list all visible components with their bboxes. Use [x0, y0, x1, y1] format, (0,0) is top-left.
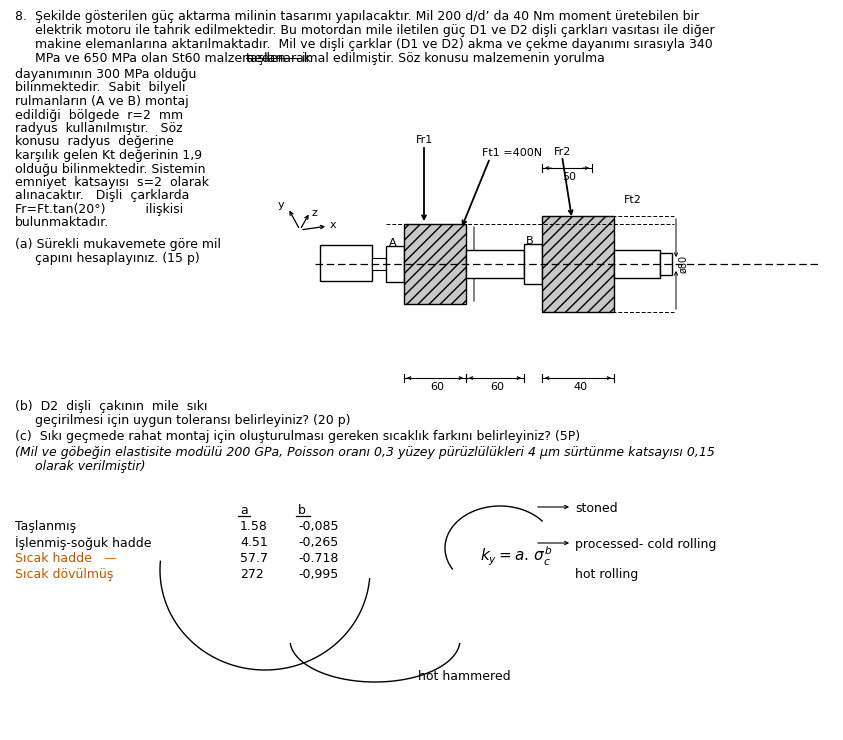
Text: -0,085: -0,085: [298, 520, 339, 533]
Text: alınacaktır.   Dişli  çarklarda: alınacaktır. Dişli çarklarda: [15, 189, 190, 203]
Text: hot rolling: hot rolling: [575, 568, 638, 581]
Text: stoned: stoned: [575, 502, 618, 515]
Text: edildiği  bölgede  r=2  mm: edildiği bölgede r=2 mm: [15, 109, 183, 121]
Text: bilinmektedir.  Sabit  bilyeli: bilinmektedir. Sabit bilyeli: [15, 81, 185, 95]
Text: çapını hesaplayınız. (15 p): çapını hesaplayınız. (15 p): [15, 252, 200, 265]
Text: 50: 50: [562, 172, 576, 182]
Text: ø80: ø80: [679, 255, 689, 273]
Text: -0,265: -0,265: [298, 536, 338, 549]
Text: MPa ve 650 MPa olan St60 malzemeden: MPa ve 650 MPa olan St60 malzemeden: [15, 52, 290, 65]
Text: 8.  Şekilde gösterilen güç aktarma milinin tasarımı yapılacaktır. Mil 200 d/d’ d: 8. Şekilde gösterilen güç aktarma milini…: [15, 10, 699, 23]
Text: A: A: [389, 238, 396, 248]
Text: D1: D1: [424, 256, 442, 269]
Text: (Mil ve göbeğin elastisite modülü 200 GPa, Poisson oranı 0,3 yüzey pürüzlülükler: (Mil ve göbeğin elastisite modülü 200 GP…: [15, 446, 715, 459]
Text: 272: 272: [240, 568, 264, 581]
Text: İşlenmiş-soğuk hadde: İşlenmiş-soğuk hadde: [15, 536, 152, 550]
Text: Fr=Ft.tan(20°)          ilişkisi: Fr=Ft.tan(20°) ilişkisi: [15, 203, 183, 216]
Text: 60: 60: [430, 382, 444, 392]
Text: imal edilmiştir. Söz konusu malzemenin yorulma: imal edilmiştir. Söz konusu malzemenin y…: [298, 52, 605, 65]
Text: dayanımının 300 MPa olduğu: dayanımının 300 MPa olduğu: [15, 68, 196, 81]
Text: rulmanların (A ve B) montaj: rulmanların (A ve B) montaj: [15, 95, 189, 108]
Text: 4.51: 4.51: [240, 536, 268, 549]
Text: a: a: [240, 504, 248, 517]
Text: karşılık gelen Kt değerinin 1,9: karşılık gelen Kt değerinin 1,9: [15, 149, 202, 162]
Text: radyus  kullanılmıştır.   Söz: radyus kullanılmıştır. Söz: [15, 122, 183, 135]
Text: Ft2: Ft2: [624, 195, 642, 205]
Text: -0,995: -0,995: [298, 568, 338, 581]
Text: bulunmaktadır.: bulunmaktadır.: [15, 217, 110, 229]
Text: elektrik motoru ile tahrik edilmektedir. Bu motordan mile iletilen güç D1 ve D2 : elektrik motoru ile tahrik edilmektedir.…: [15, 24, 715, 37]
Text: 40: 40: [573, 382, 587, 392]
Text: —: —: [103, 552, 115, 565]
Text: b: b: [298, 504, 306, 517]
Text: x: x: [330, 220, 336, 230]
Text: Fr1: Fr1: [416, 135, 433, 145]
Text: motoru: motoru: [326, 267, 367, 277]
Text: 57.7: 57.7: [240, 552, 268, 565]
Text: processed- cold rolling: processed- cold rolling: [575, 538, 717, 551]
Text: taşlanarak: taşlanarak: [246, 52, 312, 65]
Text: $k_y = a.\,\sigma_c^b$: $k_y = a.\,\sigma_c^b$: [480, 545, 553, 568]
Text: Ft1 =400N: Ft1 =400N: [482, 148, 542, 158]
Text: z: z: [311, 208, 317, 218]
Text: emniyet  katsayısı  s=2  olarak: emniyet katsayısı s=2 olarak: [15, 176, 209, 189]
Text: olarak verilmiştir): olarak verilmiştir): [15, 460, 146, 473]
Text: 1.58: 1.58: [240, 520, 268, 533]
Text: -0.718: -0.718: [298, 552, 338, 565]
Text: Sıcak dövülmüş: Sıcak dövülmüş: [15, 568, 113, 581]
Text: (a) Sürekli mukavemete göre mil: (a) Sürekli mukavemete göre mil: [15, 238, 221, 251]
Text: (b)  D2  dişli  çakının  mile  sıkı: (b) D2 dişli çakının mile sıkı: [15, 400, 207, 413]
Text: y: y: [278, 200, 285, 210]
Text: makine elemanlarına aktarılmaktadır.  Mil ve dişli çarklar (D1 ve D2) akma ve çe: makine elemanlarına aktarılmaktadır. Mil…: [15, 38, 712, 51]
Text: konusu  radyus  değerine: konusu radyus değerine: [15, 135, 174, 149]
Text: 60: 60: [490, 382, 504, 392]
Text: ø120: ø120: [476, 252, 486, 276]
Text: Taşlanmış: Taşlanmış: [15, 520, 76, 533]
Text: Fr2: Fr2: [554, 147, 572, 157]
Text: Elektrik: Elektrik: [326, 254, 368, 264]
Text: B: B: [526, 236, 534, 246]
Text: Sıcak hadde: Sıcak hadde: [15, 552, 92, 565]
Text: (c)  Sıkı geçmede rahat montaj için oluşturulması gereken sıcaklık farkını belir: (c) Sıkı geçmede rahat montaj için oluşt…: [15, 430, 580, 443]
Text: D2: D2: [566, 258, 583, 271]
Text: hot hammered: hot hammered: [418, 670, 511, 683]
Text: olduğu bilinmektedir. Sistemin: olduğu bilinmektedir. Sistemin: [15, 163, 206, 175]
Text: geçirilmesi için uygun toleransı belirleyiniz? (20 p): geçirilmesi için uygun toleransı belirle…: [15, 414, 351, 427]
